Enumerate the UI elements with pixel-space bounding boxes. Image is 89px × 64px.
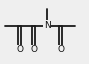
- Text: O: O: [16, 45, 23, 54]
- Text: O: O: [57, 45, 64, 54]
- Text: O: O: [30, 45, 37, 54]
- Text: N: N: [44, 21, 51, 30]
